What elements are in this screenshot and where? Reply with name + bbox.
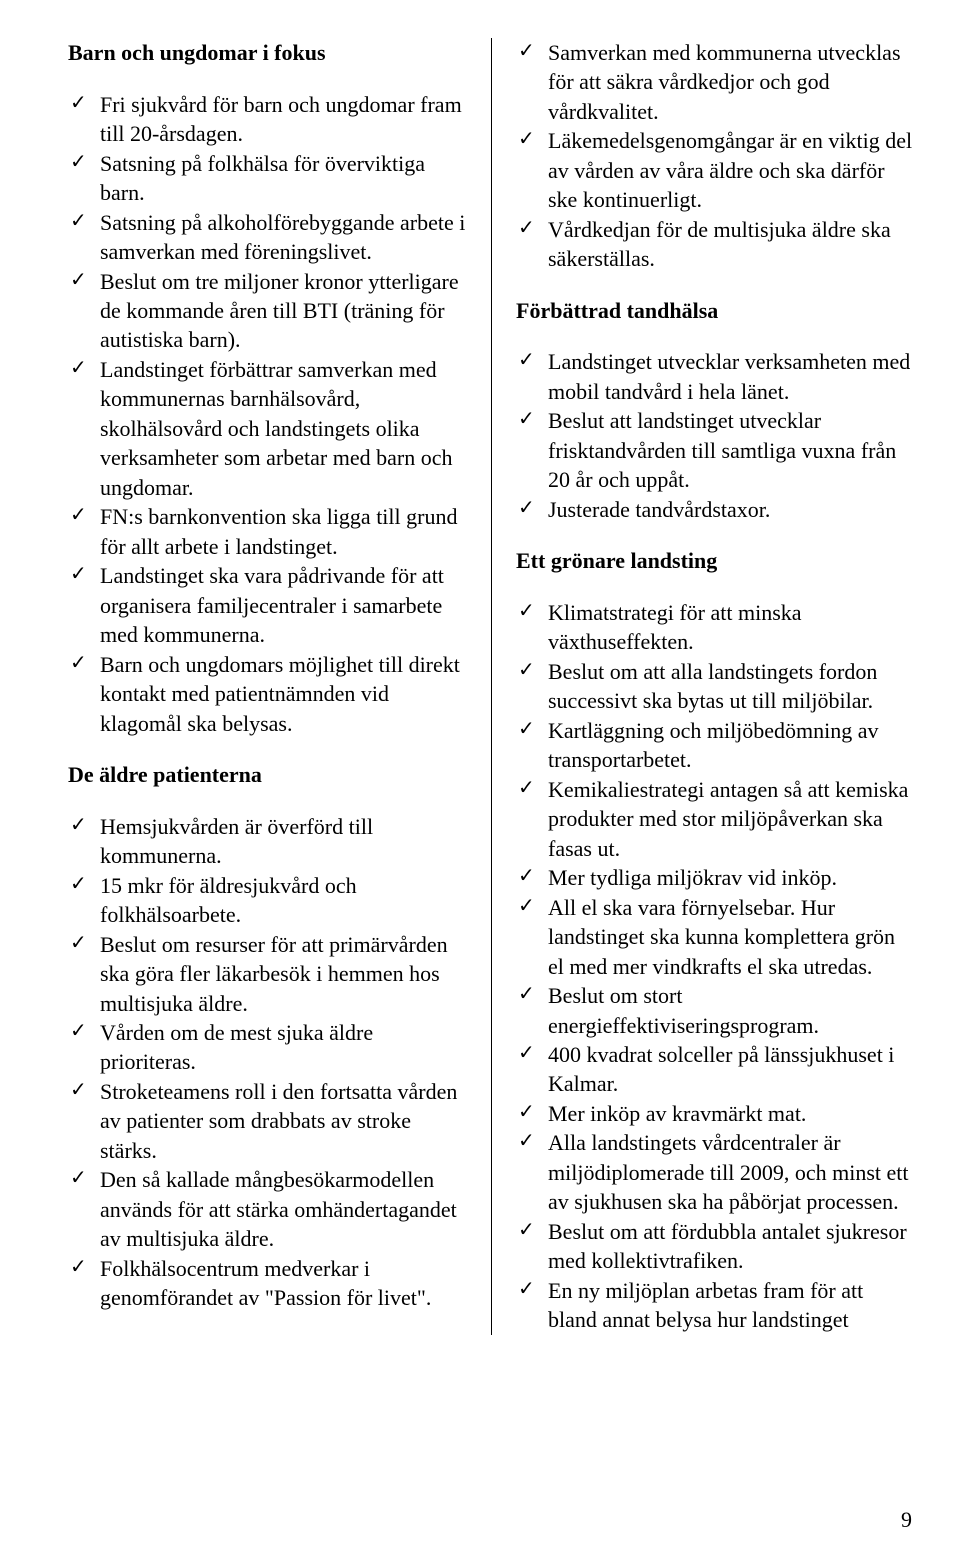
list-item: En ny miljöplan arbetas fram för att bla…: [548, 1276, 916, 1335]
list-item: Beslut om tre miljoner kronor ytterligar…: [100, 267, 471, 355]
section-heading: De äldre patienterna: [68, 760, 471, 790]
list-item: Landstinget ska vara pådrivande för att …: [100, 561, 471, 649]
list-item: 15 mkr för äldresjukvård och folkhälsoar…: [100, 871, 471, 930]
page: Barn och ungdomar i fokus Fri sjukvård f…: [0, 0, 960, 1551]
list-item: Stroketeamens roll i den fortsatta vårde…: [100, 1077, 471, 1165]
list-item: Läkemedelsgenomgångar är en viktig del a…: [548, 126, 916, 214]
check-list: Klimatstrategi för att minska växthuseff…: [516, 598, 916, 1335]
list-item: Beslut att landstinget utvecklar friskta…: [548, 406, 916, 494]
check-list: Landstinget utvecklar verksamheten med m…: [516, 347, 916, 524]
list-item: Satsning på folkhälsa för överviktiga ba…: [100, 149, 471, 208]
section-heading: Förbättrad tandhälsa: [516, 296, 916, 326]
list-item: Justerade tandvårdstaxor.: [548, 495, 916, 524]
list-item: Mer tydliga miljökrav vid inköp.: [548, 863, 916, 892]
list-item: FN:s barnkonvention ska ligga till grund…: [100, 502, 471, 561]
list-item: Kemikaliestrategi antagen så att kemiska…: [548, 775, 916, 863]
list-item: 400 kvadrat solceller på länssjukhuset i…: [548, 1040, 916, 1099]
page-number: 9: [901, 1507, 912, 1533]
list-item: Klimatstrategi för att minska växthuseff…: [548, 598, 916, 657]
section-heading: Barn och ungdomar i fokus: [68, 38, 471, 68]
list-item: Barn och ungdomars möjlighet till direkt…: [100, 650, 471, 738]
check-list: Fri sjukvård för barn och ungdomar fram …: [68, 90, 471, 738]
list-item: Landstinget förbättrar samverkan med kom…: [100, 355, 471, 502]
list-item: Beslut om stort energieffektiviseringspr…: [548, 981, 916, 1040]
list-item: Beslut om att alla landstingets fordon s…: [548, 657, 916, 716]
list-item: Mer inköp av kravmärkt mat.: [548, 1099, 916, 1128]
list-item: Kartläggning och miljöbedömning av trans…: [548, 716, 916, 775]
list-item: Landstinget utvecklar verksamheten med m…: [548, 347, 916, 406]
check-list: Samverkan med kommunerna utvecklas för a…: [516, 38, 916, 274]
list-item: All el ska vara förnyelsebar. Hur landst…: [548, 893, 916, 981]
right-column: Samverkan med kommunerna utvecklas för a…: [492, 38, 916, 1335]
list-item: Satsning på alkoholförebyggande arbete i…: [100, 208, 471, 267]
section-heading: Ett grönare landsting: [516, 546, 916, 576]
list-item: Alla landstingets vårdcentraler är miljö…: [548, 1128, 916, 1216]
list-item: Hemsjukvården är överförd till kommunern…: [100, 812, 471, 871]
list-item: Fri sjukvård för barn och ungdomar fram …: [100, 90, 471, 149]
check-list: Hemsjukvården är överförd till kommunern…: [68, 812, 471, 1313]
two-column-layout: Barn och ungdomar i fokus Fri sjukvård f…: [68, 38, 916, 1335]
list-item: Folkhälsocentrum medverkar i genomförand…: [100, 1254, 471, 1313]
list-item: Vården om de mest sjuka äldre prioritera…: [100, 1018, 471, 1077]
list-item: Den så kallade mångbesökarmodellen använ…: [100, 1165, 471, 1253]
left-column: Barn och ungdomar i fokus Fri sjukvård f…: [68, 38, 492, 1335]
list-item: Beslut om resurser för att primärvården …: [100, 930, 471, 1018]
list-item: Vårdkedjan för de multisjuka äldre ska s…: [548, 215, 916, 274]
list-item: Beslut om att fördubbla antalet sjukreso…: [548, 1217, 916, 1276]
list-item: Samverkan med kommunerna utvecklas för a…: [548, 38, 916, 126]
